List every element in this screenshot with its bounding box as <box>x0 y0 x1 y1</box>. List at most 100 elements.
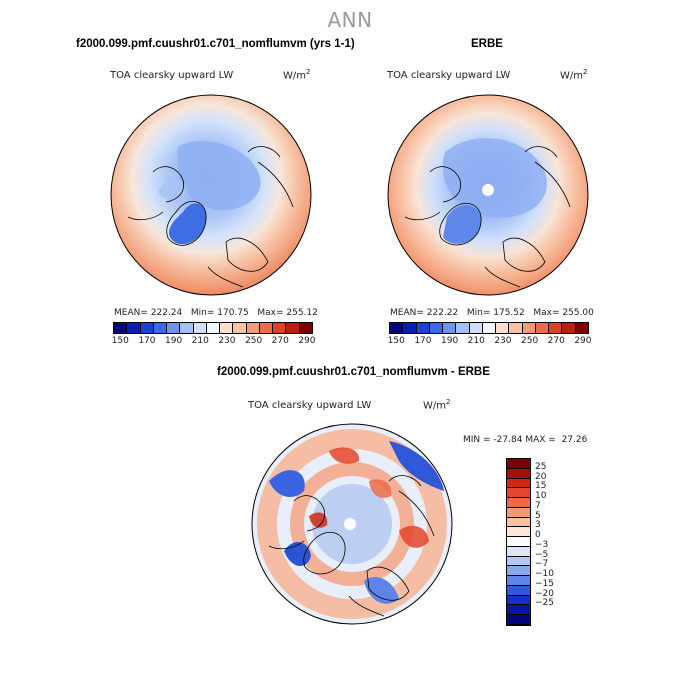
colorbar-swatch <box>443 323 457 333</box>
panel-1-polar-map <box>110 94 312 296</box>
colorbar-swatch <box>509 323 523 333</box>
colorbar-tick-label: −3 <box>535 539 549 550</box>
panel-1-stats: MEAN= 222.24 Min= 170.75 Max= 255.12 <box>114 308 318 318</box>
colorbar-swatch <box>507 498 530 508</box>
colorbar-tick-label: 5 <box>535 510 541 521</box>
colorbar-swatch <box>507 585 530 596</box>
colorbar-swatch <box>206 323 221 333</box>
colorbar-swatch <box>469 323 483 333</box>
panel-2-polar-map <box>387 94 589 296</box>
colorbar-swatch <box>507 459 530 469</box>
colorbar-tick-label: 170 <box>414 336 432 346</box>
colorbar-swatch <box>507 537 530 547</box>
colorbar-swatch <box>507 527 530 537</box>
colorbar-swatch <box>180 323 194 333</box>
panel-3-variable-label: TOA clearsky upward LW <box>248 400 372 411</box>
colorbar-swatch <box>299 323 312 333</box>
panel-2-greenland-min <box>443 205 482 244</box>
panel-2-colorbar-ticks: 150 170 190 210 230 250 270 290 <box>387 336 592 348</box>
colorbar-swatch <box>259 323 274 333</box>
panel-3-pole-gap <box>344 518 356 530</box>
colorbar-swatch <box>167 323 181 333</box>
panel-1-coastlines <box>127 146 294 288</box>
colorbar-tick-label: 170 <box>138 336 156 346</box>
panel-3-colorbar-ticks: 25 20 15 10 7 5 3 0 −3 −5 −7 −10 −15 −20 −25 <box>535 458 575 624</box>
colorbar-swatch <box>220 323 234 333</box>
colorbar-swatch <box>246 323 260 333</box>
colorbar-tick-label: 190 <box>441 336 459 346</box>
panel-1-variable-label: TOA clearsky upward LW <box>110 70 234 81</box>
colorbar-swatch <box>153 323 168 333</box>
colorbar-swatch <box>390 323 404 333</box>
panel-2-map-border <box>387 94 589 296</box>
colorbar-swatch <box>233 323 247 333</box>
colorbar-swatch <box>522 323 536 333</box>
colorbar-swatch <box>562 323 576 333</box>
panel-1-map-border <box>110 94 312 296</box>
colorbar-swatch <box>114 323 128 333</box>
panel-2-pole-gap <box>482 184 494 196</box>
colorbar-tick-label: 290 <box>298 336 316 346</box>
colorbar-swatch <box>429 323 444 333</box>
colorbar-swatch <box>507 478 530 489</box>
colorbar-tick-label: 20 <box>535 471 547 482</box>
panel-2-title: ERBE <box>471 38 503 50</box>
colorbar-tick-label: 150 <box>111 336 129 346</box>
colorbar-swatch <box>507 468 530 479</box>
colorbar-swatch <box>496 323 510 333</box>
colorbar-tick-label: 3 <box>535 520 541 531</box>
colorbar-swatch <box>507 576 530 586</box>
colorbar-tick-label: 210 <box>467 336 485 346</box>
colorbar-tick-label: 230 <box>494 336 512 346</box>
colorbar-tick-label: 290 <box>574 336 592 346</box>
panel-1-units: W/m2 <box>283 68 311 82</box>
colorbar-tick-label: 150 <box>387 336 405 346</box>
colorbar-swatch <box>507 615 530 625</box>
colorbar-tick-label: 190 <box>165 336 183 346</box>
panel-1-greenland-min <box>169 203 207 245</box>
colorbar-tick-label: 25 <box>535 461 547 472</box>
colorbar-swatch <box>507 507 530 518</box>
panel-3-map-border <box>251 423 453 625</box>
panel-1-title: f2000.099.pmf.cuushr01.c701_nomflumvm (y… <box>76 38 355 50</box>
panel-3-warm-ring <box>257 429 447 619</box>
panel-1-colorbar <box>113 322 313 334</box>
colorbar-tick-label: 10 <box>535 491 547 502</box>
colorbar-tick-label: 15 <box>535 481 547 492</box>
colorbar-swatch <box>456 323 470 333</box>
panel-2-variable-label: TOA clearsky upward LW <box>387 70 511 81</box>
colorbar-tick-label: −15 <box>535 578 554 589</box>
colorbar-swatch <box>507 556 530 567</box>
colorbar-swatch <box>286 323 300 333</box>
colorbar-tick-label: 250 <box>521 336 539 346</box>
colorbar-tick-label: 250 <box>245 336 263 346</box>
colorbar-swatch <box>507 605 530 615</box>
colorbar-tick-label: 0 <box>535 530 541 541</box>
colorbar-swatch <box>507 488 530 498</box>
panel-2-units: W/m2 <box>560 68 588 82</box>
colorbar-tick-label: 270 <box>271 336 289 346</box>
colorbar-tick-label: −5 <box>535 549 549 560</box>
panel-3-polar-map <box>251 423 453 625</box>
colorbar-swatch <box>416 323 430 333</box>
panel-2-colorbar <box>389 322 589 334</box>
colorbar-tick-label: −7 <box>535 559 549 570</box>
panel-2-coastlines <box>404 146 571 288</box>
panel-1-cold-region <box>177 141 261 211</box>
colorbar-tick-label: −25 <box>535 598 554 609</box>
panel-1-colorbar-ticks: 150 170 190 210 230 250 270 290 <box>111 336 316 348</box>
colorbar-swatch <box>140 323 154 333</box>
colorbar-swatch <box>575 323 588 333</box>
colorbar-swatch <box>193 323 207 333</box>
colorbar-swatch <box>507 517 530 528</box>
colorbar-swatch <box>535 323 550 333</box>
panel-3-stats: MIN = -27.84 MAX = 27.26 <box>463 435 588 445</box>
colorbar-swatch <box>403 323 417 333</box>
colorbar-swatch <box>507 566 530 576</box>
colorbar-tick-label: 7 <box>535 500 541 511</box>
colorbar-tick-label: −10 <box>535 569 554 580</box>
colorbar-swatch <box>127 323 141 333</box>
panel-3-units: W/m2 <box>423 398 451 412</box>
colorbar-swatch <box>482 323 497 333</box>
colorbar-swatch <box>549 323 563 333</box>
